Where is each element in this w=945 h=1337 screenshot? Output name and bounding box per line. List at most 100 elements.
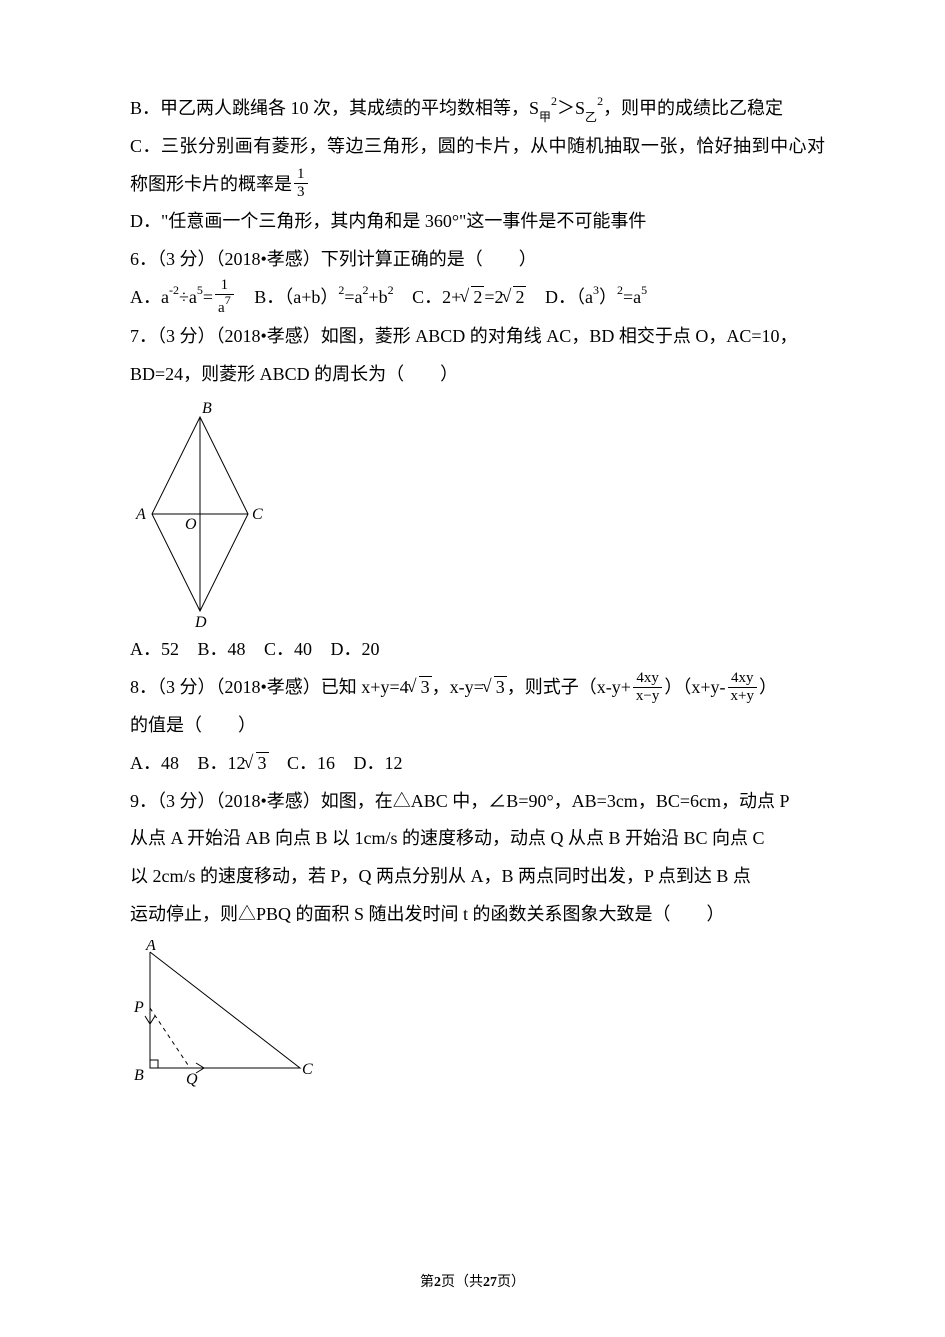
label-p: P <box>133 999 144 1016</box>
radicand: 2 <box>471 286 484 307</box>
label-a: A <box>145 940 156 954</box>
text: ）（x+y- <box>664 677 725 697</box>
text: +b <box>369 287 388 307</box>
label-a: A <box>135 506 146 523</box>
text: ，则甲的成绩比乙稳定 <box>603 98 783 118</box>
text: ，则式子（x-y+ <box>507 677 631 697</box>
q9-line1: 9．（3 分）（2018•孝感）如图，在△ABC 中，∠B=90°，AB=3cm… <box>130 783 825 821</box>
text: ，x-y= <box>432 677 484 697</box>
exp: 5 <box>641 283 647 297</box>
radicand: 3 <box>494 676 507 697</box>
q7-option-b: B．48 <box>198 639 246 659</box>
text: = <box>203 287 213 307</box>
text: B．甲乙两人跳绳各 10 次，其成绩的平均数相等，S <box>130 98 539 118</box>
exp: 2 <box>388 283 394 297</box>
label-o: O <box>185 516 197 533</box>
text: B．12 <box>198 753 246 773</box>
text: ） <box>599 287 617 307</box>
subscript-yi: 乙 <box>585 110 597 124</box>
q9-line2: 从点 A 开始沿 AB 向点 B 以 1cm/s 的速度移动，动点 Q 从点 B… <box>130 820 825 858</box>
superscript-2: 2 <box>551 94 557 108</box>
text: ÷a <box>179 287 197 307</box>
q7-stem-2: BD=24，则菱形 ABCD 的周长为（ ） <box>130 356 825 394</box>
text: C．2+ <box>412 287 461 307</box>
q6-option-c: C．2+2=22 <box>412 287 531 307</box>
q7-stem-1: 7．（3 分）（2018•孝感）如图，菱形 ABCD 的对角线 AC，BD 相交… <box>130 318 825 356</box>
q8-option-b: B．12 3 <box>198 753 274 773</box>
denominator: a7 <box>215 295 234 316</box>
text: A．a <box>130 287 169 307</box>
denominator: x−y <box>633 688 662 704</box>
q6-options: A．a-2÷a5=1a7 B．（a+b）2=a2+b2 C．2+2=22 D．（… <box>130 279 825 318</box>
fraction: 4xyx−y <box>633 671 662 704</box>
radicand: 2 <box>513 286 526 307</box>
exp: 3 <box>593 283 599 297</box>
q7-option-a: A．52 <box>130 639 179 659</box>
fraction: 4xyx+y <box>728 671 757 704</box>
sqrt-icon: 3 <box>246 745 269 783</box>
q9-line4: 运动停止，则△PBQ 的面积 S 随出发时间 t 的函数关系图象大致是（ ） <box>130 896 825 934</box>
q7-option-d: D．20 <box>331 639 380 659</box>
text: ＞S <box>557 98 585 118</box>
radicand: 3 <box>419 676 432 697</box>
text: 8．（3 分）（2018•孝感）已知 x+y=4 <box>130 677 409 697</box>
denominator: x+y <box>728 688 757 704</box>
label-c: C <box>302 1061 313 1078</box>
numerator: 4xy <box>728 671 757 688</box>
q8-option-c: C．16 <box>287 753 335 773</box>
sqrt-icon: 3 <box>409 669 432 707</box>
triangle-diagram: A P B Q C <box>130 940 320 1090</box>
text: 页） <box>497 1275 525 1290</box>
a: a <box>218 300 225 316</box>
text: B．（a+b） <box>254 287 338 307</box>
q8-stem: 8．（3 分）（2018•孝感）已知 x+y=43，x-y=3，则式子（x-y+… <box>130 669 825 707</box>
label-c: C <box>252 506 263 523</box>
total-pages: 27 <box>483 1275 497 1290</box>
q6-option-b: B．（a+b）2=a2+b2 <box>254 287 398 307</box>
exp: 5 <box>197 283 203 297</box>
numerator: 1 <box>294 167 308 184</box>
label-b: B <box>134 1067 144 1084</box>
q7-options: A．52 B．48 C．40 D．20 <box>130 631 825 669</box>
q6-stem: 6．（3 分）（2018•孝感）下列计算正确的是（ ） <box>130 241 825 279</box>
subscript-jia: 甲 <box>539 110 551 124</box>
exp: -2 <box>169 283 179 297</box>
exp: 2 <box>617 283 623 297</box>
option-d: D．"任意画一个三角形，其内角和是 360°"这一事件是不可能事件 <box>130 203 825 241</box>
q8-options: A．48 B．12 3 C．16 D．12 <box>130 745 825 783</box>
superscript-2: 2 <box>597 94 603 108</box>
sqrt-icon: 2 <box>461 279 484 317</box>
label-d: D <box>194 614 207 629</box>
text: D．（a <box>545 287 593 307</box>
text: =a <box>623 287 641 307</box>
exp: 7 <box>225 293 231 307</box>
rhombus-diagram: B A C O D <box>130 399 270 629</box>
q8-option-a: A．48 <box>130 753 179 773</box>
q7-option-c: C．40 <box>264 639 312 659</box>
exp: 2 <box>338 283 344 297</box>
denominator: 3 <box>294 184 308 200</box>
option-c: C．三张分别画有菱形，等边三角形，圆的卡片，从中随机抽取一张，恰好抽到中心对称图… <box>130 128 825 204</box>
option-b: B．甲乙两人跳绳各 10 次，其成绩的平均数相等，S甲2＞S乙2，则甲的成绩比乙… <box>130 90 825 128</box>
q8-option-d: D．12 <box>354 753 403 773</box>
fraction-one-third: 13 <box>294 167 308 200</box>
q9-line3: 以 2cm/s 的速度移动，若 P，Q 两点分别从 A，B 两点同时出发，P 点… <box>130 858 825 896</box>
radicand: 3 <box>256 752 269 773</box>
text: 页（共 <box>441 1275 483 1290</box>
sqrt-icon: 2 <box>503 279 526 317</box>
label-b: B <box>202 400 212 417</box>
exp: 2 <box>363 283 369 297</box>
q8-stem-tail: 的值是（ ） <box>130 707 825 745</box>
page-number: 2 <box>434 1275 441 1290</box>
text: ） <box>759 677 777 697</box>
q6-option-d: D．（a3）2=a5 <box>545 287 647 307</box>
q6-option-a: A．a-2÷a5=1a7 <box>130 287 240 307</box>
label-q: Q <box>186 1071 198 1088</box>
numerator: 4xy <box>633 671 662 688</box>
sqrt-icon: 3 <box>484 669 507 707</box>
text: C．三张分别画有菱形，等边三角形，圆的卡片，从中随机抽取一张，恰好抽到中心对称图… <box>130 136 825 194</box>
page-footer: 第2页（共27页） <box>0 1268 945 1297</box>
text: 第 <box>420 1275 434 1290</box>
text: =a <box>344 287 362 307</box>
fraction: 1a7 <box>215 278 234 316</box>
